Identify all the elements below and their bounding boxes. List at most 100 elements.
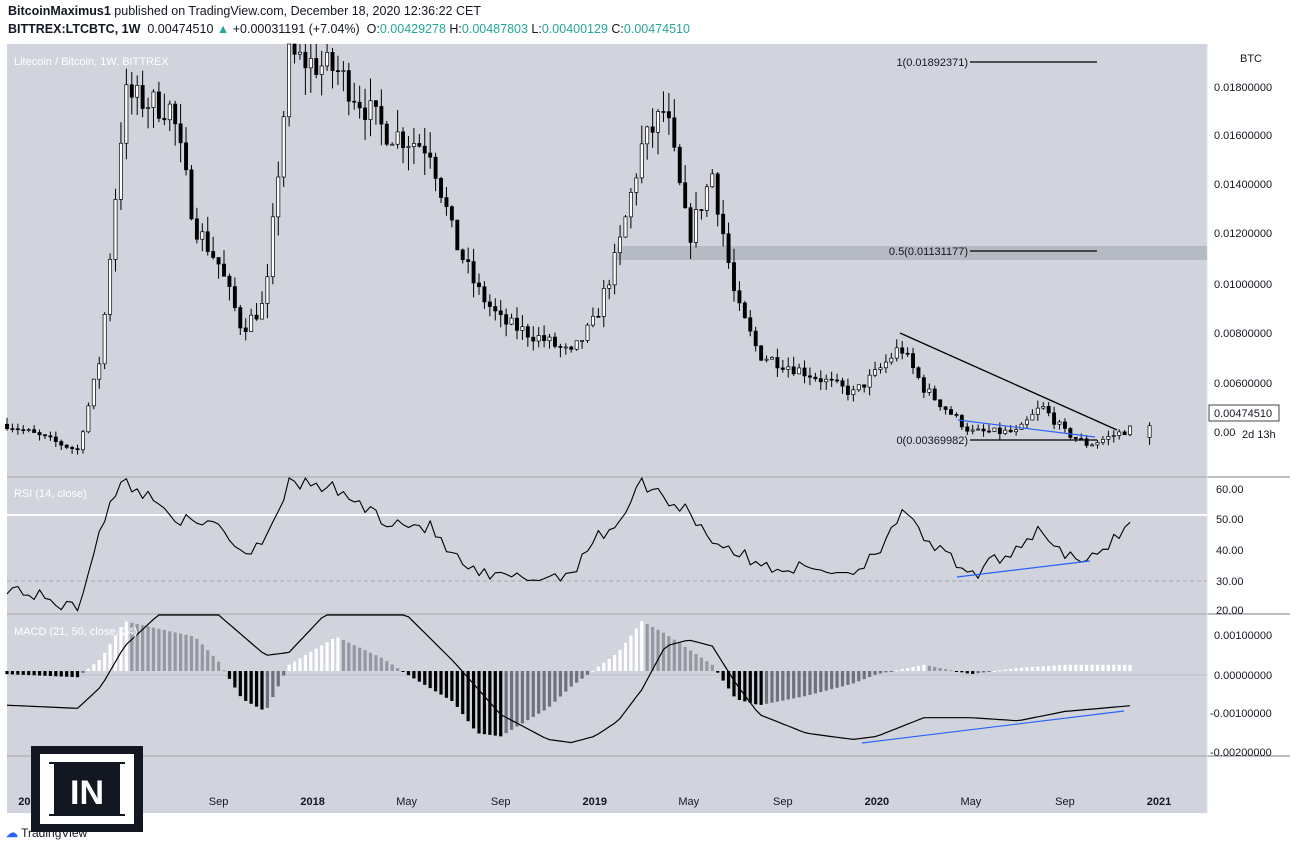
candle[interactable] xyxy=(243,327,248,332)
candle[interactable] xyxy=(48,435,53,438)
candle[interactable] xyxy=(53,436,58,442)
candle[interactable] xyxy=(81,431,85,451)
candle[interactable] xyxy=(493,306,498,312)
candle[interactable] xyxy=(569,346,574,350)
candle[interactable] xyxy=(748,317,753,332)
candle[interactable] xyxy=(129,84,134,98)
candle[interactable] xyxy=(1057,421,1062,425)
candle[interactable] xyxy=(666,111,671,119)
candle[interactable] xyxy=(439,178,443,198)
candle[interactable] xyxy=(341,70,346,72)
candle[interactable] xyxy=(276,176,281,218)
candle[interactable] xyxy=(428,152,433,158)
candle[interactable] xyxy=(97,363,102,380)
candle[interactable] xyxy=(308,58,313,69)
candle[interactable] xyxy=(352,100,357,103)
macd-pane-bg[interactable] xyxy=(7,615,1207,755)
rsi-line[interactable] xyxy=(6,477,1131,612)
candle[interactable] xyxy=(335,70,340,73)
candle[interactable] xyxy=(1052,412,1057,425)
candle[interactable] xyxy=(873,369,878,376)
candle[interactable] xyxy=(1019,423,1024,430)
candle[interactable] xyxy=(422,145,427,154)
candle[interactable] xyxy=(1062,421,1067,429)
candle[interactable] xyxy=(227,275,232,287)
candle[interactable] xyxy=(596,315,601,318)
candle[interactable] xyxy=(900,347,905,354)
candle[interactable] xyxy=(732,262,736,292)
candle[interactable] xyxy=(650,126,655,133)
rsi-pane-bg[interactable] xyxy=(7,478,1207,613)
candle[interactable] xyxy=(249,314,254,332)
candle[interactable] xyxy=(976,428,981,431)
candle[interactable] xyxy=(726,233,731,264)
candle[interactable] xyxy=(417,143,422,147)
candle[interactable] xyxy=(981,428,986,432)
candle[interactable] xyxy=(938,399,943,408)
candle[interactable] xyxy=(32,429,37,433)
candle[interactable] xyxy=(656,111,660,133)
candle[interactable] xyxy=(482,286,487,303)
candle[interactable] xyxy=(433,156,438,179)
candle[interactable] xyxy=(1008,429,1013,433)
candle[interactable] xyxy=(477,282,481,288)
candle[interactable] xyxy=(222,263,226,277)
candle[interactable] xyxy=(737,290,742,304)
candle[interactable] xyxy=(878,367,883,371)
candle[interactable] xyxy=(704,186,709,211)
candle[interactable] xyxy=(373,100,378,107)
author-name[interactable]: BitcoinMaximus1 xyxy=(8,4,111,18)
candle[interactable] xyxy=(178,123,183,144)
candle[interactable] xyxy=(26,429,31,431)
candle[interactable] xyxy=(574,340,579,350)
macd-pane-legend[interactable]: MACD (21, 50, close, 24) xyxy=(14,626,138,638)
candle[interactable] xyxy=(694,209,698,243)
candle[interactable] xyxy=(927,388,932,393)
candle[interactable] xyxy=(146,107,151,109)
candle[interactable] xyxy=(113,199,118,260)
candle[interactable] xyxy=(742,302,747,319)
candle[interactable] xyxy=(553,336,557,347)
candle[interactable] xyxy=(759,345,764,361)
candle[interactable] xyxy=(200,231,205,240)
candle[interactable] xyxy=(108,259,113,315)
candle[interactable] xyxy=(932,388,937,401)
candle[interactable] xyxy=(531,336,536,342)
candle[interactable] xyxy=(905,352,910,355)
candle[interactable] xyxy=(1030,413,1035,421)
candle[interactable] xyxy=(194,218,199,240)
candle[interactable] xyxy=(542,335,547,342)
candle[interactable] xyxy=(634,177,639,193)
candle[interactable] xyxy=(444,197,449,208)
candle[interactable] xyxy=(949,409,953,415)
candle[interactable] xyxy=(856,384,861,391)
candle[interactable] xyxy=(173,103,178,125)
candle[interactable] xyxy=(954,413,959,416)
macd-line[interactable] xyxy=(6,614,1131,744)
candle[interactable] xyxy=(21,429,26,432)
candle[interactable] xyxy=(1084,438,1089,446)
candle[interactable] xyxy=(1095,442,1100,446)
candle[interactable] xyxy=(683,182,688,209)
candle[interactable] xyxy=(102,314,107,365)
candle[interactable] xyxy=(1003,429,1008,434)
candle[interactable] xyxy=(721,213,726,235)
candle[interactable] xyxy=(1041,406,1046,409)
candle[interactable] xyxy=(238,307,243,329)
candle[interactable] xyxy=(368,100,373,120)
candle[interactable] xyxy=(558,346,563,348)
candle[interactable] xyxy=(10,428,15,430)
candle[interactable] xyxy=(791,366,796,375)
candle[interactable] xyxy=(232,286,237,308)
candle[interactable] xyxy=(346,70,351,102)
macd-support-trendline[interactable] xyxy=(861,710,1125,744)
candle[interactable] xyxy=(688,207,693,243)
candle[interactable] xyxy=(509,317,514,325)
candle[interactable] xyxy=(363,107,368,120)
macd-histogram[interactable] xyxy=(5,621,1132,737)
candle[interactable] xyxy=(466,259,471,262)
candle[interactable] xyxy=(607,284,612,289)
candlestick-series[interactable] xyxy=(5,43,1152,455)
candle[interactable] xyxy=(639,143,644,179)
